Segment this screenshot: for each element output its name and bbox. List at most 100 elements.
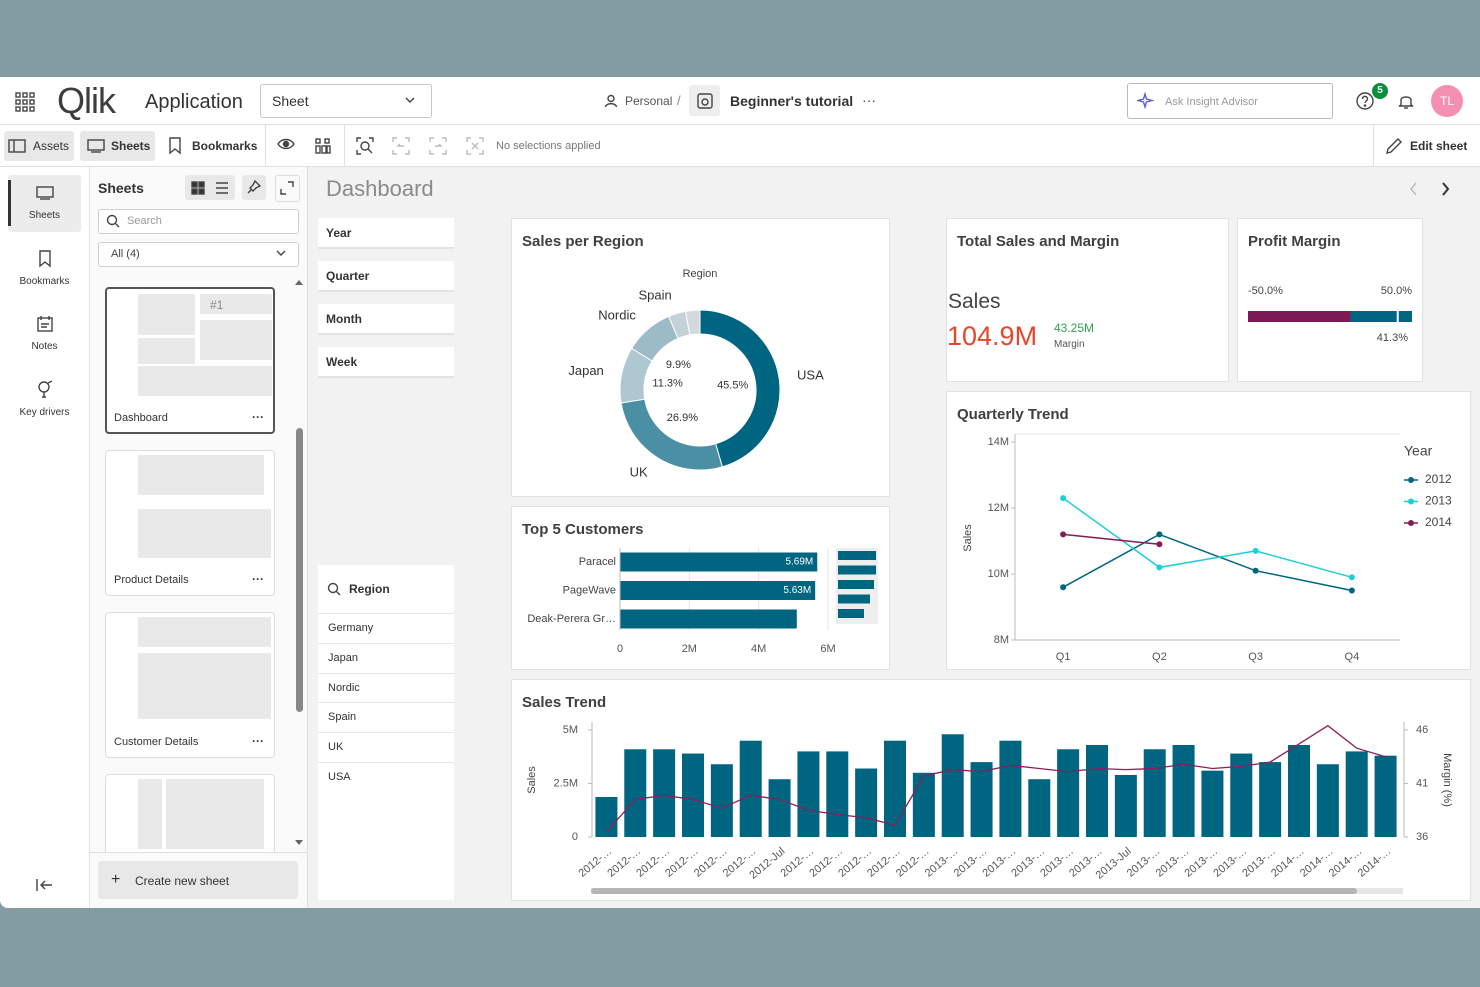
sheet-filter[interactable] <box>98 242 299 267</box>
help-icon[interactable] <box>1355 91 1375 111</box>
pin-button[interactable] <box>242 175 266 200</box>
sheet-nav[interactable] <box>1407 181 1457 197</box>
space-label[interactable]: Personal <box>625 94 673 108</box>
region-item[interactable] <box>318 762 454 792</box>
insight-placeholder: Ask Insight Advisor <box>1165 96 1258 108</box>
point <box>1060 584 1067 591</box>
smart-search-icon[interactable] <box>356 137 374 155</box>
region-item[interactable] <box>318 732 454 762</box>
apps-menu[interactable] <box>15 92 35 112</box>
pie-slice <box>684 309 701 336</box>
header-border <box>0 124 1480 125</box>
bar <box>595 796 618 837</box>
edit-sheet-label[interactable]: Edit sheet <box>1410 139 1468 153</box>
kpi-value: 104.9M <box>947 321 1038 351</box>
preview-icon[interactable] <box>277 137 295 153</box>
chart-title: Profit Margin <box>1248 233 1341 250</box>
divider <box>90 852 307 853</box>
region-item[interactable] <box>318 613 454 643</box>
sheet-title: Dashboard <box>326 176 434 201</box>
sheet-selector-text: Sheet <box>272 93 309 109</box>
region-item[interactable] <box>318 642 454 673</box>
divider <box>344 125 345 166</box>
filter-pane[interactable] <box>318 347 454 378</box>
rail-label[interactable]: Key drivers <box>19 407 70 419</box>
bar <box>620 552 818 572</box>
minimap-bar <box>838 609 864 618</box>
rail-label[interactable]: Sheets <box>28 210 61 221</box>
avatar[interactable] <box>1431 85 1463 117</box>
sheet-menu[interactable]: ··· <box>252 572 264 586</box>
filter-pane[interactable] <box>318 304 454 335</box>
expand-button[interactable] <box>275 175 300 202</box>
point <box>1156 564 1163 571</box>
bookmarks-label[interactable]: Bookmarks <box>192 139 258 153</box>
filter-pane[interactable] <box>318 218 454 249</box>
bar <box>855 768 878 837</box>
region-item[interactable] <box>318 672 454 703</box>
kpi-secondary-value: 43.25M <box>1054 321 1095 335</box>
card[interactable]: Total Sales and Margin <box>946 218 1229 382</box>
pin-icon <box>247 180 261 194</box>
app-icon-box <box>689 85 720 116</box>
plus-icon: + <box>111 871 121 888</box>
thumb-filter <box>138 779 162 849</box>
bar <box>826 751 849 837</box>
bar <box>941 734 964 837</box>
chart-title: Total Sales and Margin <box>957 233 1120 250</box>
x-tick-label: 2014-… <box>1356 845 1394 879</box>
bell-icon[interactable] <box>1397 92 1415 110</box>
sheets-button[interactable] <box>80 131 155 161</box>
more-menu[interactable]: ··· <box>862 92 876 108</box>
card[interactable]: Profit Margin <box>1237 218 1423 382</box>
slice-value-label: 9.9% <box>666 359 691 371</box>
bar <box>999 740 1022 837</box>
slice-label: UK <box>630 464 648 479</box>
gauge-tick-label: -50.0% <box>1248 285 1283 297</box>
line <box>605 724 1386 833</box>
thumb-map <box>166 779 264 849</box>
line <box>1062 533 1353 592</box>
bookmark-icon[interactable] <box>168 137 182 155</box>
filter-label: Quarter <box>326 269 370 283</box>
rail-selected <box>8 175 81 232</box>
y-axis-label: Sales <box>962 524 974 552</box>
notification-badge <box>1372 83 1388 99</box>
legend-title: Year <box>1404 443 1433 459</box>
search-icon <box>327 582 341 596</box>
bar <box>1345 751 1368 837</box>
edit-icon[interactable] <box>1385 137 1403 155</box>
assets-label: Assets <box>33 139 70 153</box>
minimap-bar <box>838 594 870 604</box>
x-tick-label: Q1 <box>1056 651 1071 663</box>
assets-button[interactable] <box>4 131 74 161</box>
filter-pane[interactable] <box>318 261 454 292</box>
chart-title: Top 5 Customers <box>522 521 644 538</box>
sheet-selector[interactable] <box>260 84 432 118</box>
grid-icon[interactable] <box>314 137 332 155</box>
collapse-icon[interactable] <box>36 878 54 892</box>
y-tick-label: 12M <box>988 502 1009 514</box>
y-tick-label: 5M <box>563 724 578 736</box>
region-item[interactable] <box>318 702 454 732</box>
rail-label[interactable]: Bookmarks <box>19 275 70 287</box>
card[interactable]: Quarterly Trend <box>946 391 1471 670</box>
thumb-bar <box>138 338 195 364</box>
create-sheet-button[interactable] <box>98 861 298 899</box>
x-tick-label: Q3 <box>1248 651 1263 663</box>
bar <box>1374 755 1397 837</box>
x-tick-label: 4M <box>751 643 766 655</box>
rail-label[interactable]: Notes <box>31 341 58 353</box>
avatar-initials: TL <box>1439 94 1454 108</box>
bar <box>1057 749 1080 837</box>
rail-indicator <box>8 180 11 226</box>
sheet-menu[interactable]: ··· <box>252 734 264 748</box>
insight-advisor-search[interactable] <box>1127 83 1333 119</box>
logo[interactable]: Qlik <box>57 80 116 121</box>
scroll-thumb[interactable] <box>296 428 303 712</box>
sheet-search[interactable] <box>98 209 299 234</box>
thumb-line <box>200 320 272 360</box>
sheet-menu[interactable]: ··· <box>252 410 264 424</box>
search-icon <box>106 214 120 228</box>
